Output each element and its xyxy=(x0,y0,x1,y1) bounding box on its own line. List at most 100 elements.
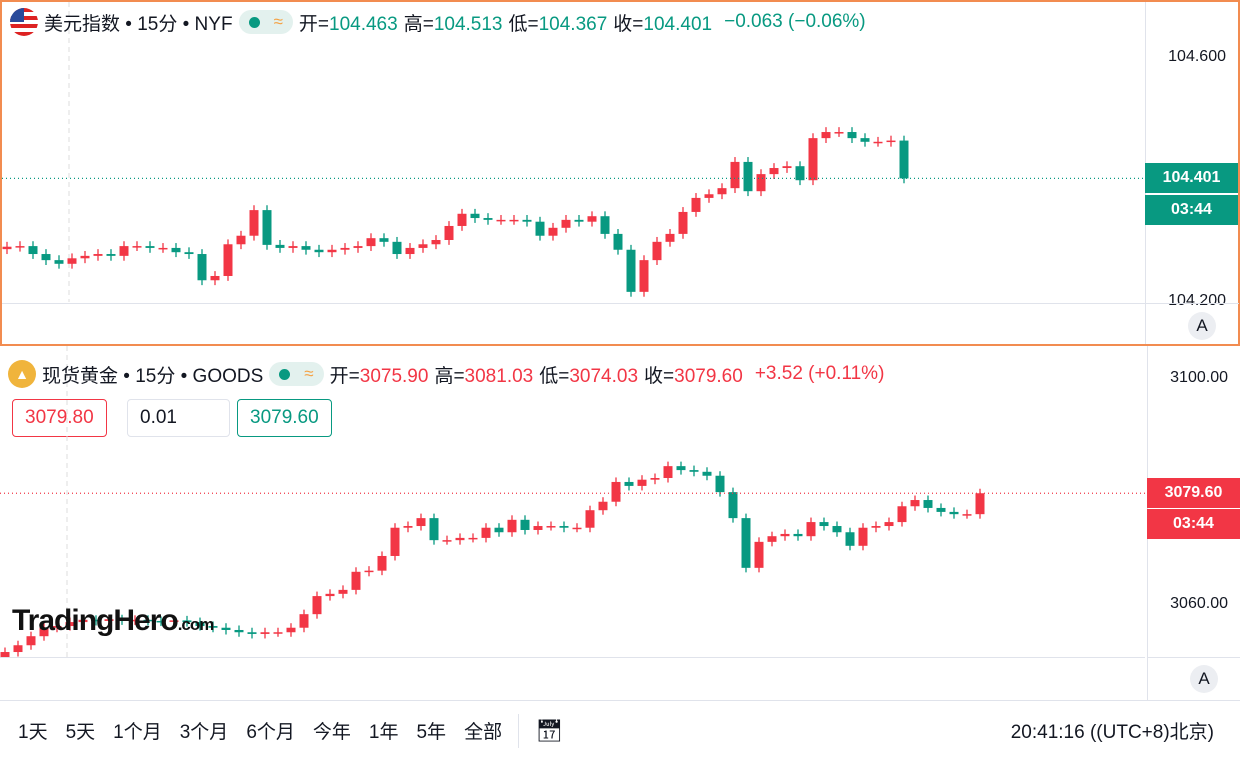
open-label: 开= xyxy=(329,365,360,387)
candle-body xyxy=(132,246,142,248)
candle-body xyxy=(379,238,389,242)
candle-body xyxy=(403,526,413,528)
candle-body xyxy=(886,140,896,143)
market-open-dot-icon xyxy=(248,16,260,28)
candle-body xyxy=(806,522,816,537)
candle-body xyxy=(509,219,519,222)
period-button[interactable]: 今年 xyxy=(312,722,351,743)
candle-body xyxy=(923,500,933,508)
open-label: 开= xyxy=(298,13,330,35)
quantity-input[interactable]: 0.01 xyxy=(127,399,230,437)
candle-body xyxy=(52,626,62,628)
candle-body xyxy=(533,526,543,530)
market-status-pill[interactable]: ≈ xyxy=(269,362,324,386)
dxy-legend: 美元指数 • 15分 • NYF ≈ 开=104.463 高=104.513 低… xyxy=(10,8,866,36)
candle-body xyxy=(286,627,296,633)
period-button[interactable]: 1天 xyxy=(18,722,48,743)
period-button[interactable]: 6个月 xyxy=(246,722,295,743)
candle-body xyxy=(470,213,480,219)
candle-body xyxy=(535,221,545,236)
candle-body xyxy=(871,526,881,528)
period-button[interactable]: 5天 xyxy=(65,722,96,743)
candle-body xyxy=(910,500,920,507)
period-button[interactable]: 1年 xyxy=(368,722,399,743)
wave-icon: ≈ xyxy=(304,364,314,383)
auto-scale-button[interactable]: A xyxy=(1190,665,1218,693)
dxy-candles[interactable] xyxy=(2,2,1147,302)
candle-body xyxy=(457,213,467,226)
axis-tick: 104.600 xyxy=(1168,48,1226,65)
candle-body xyxy=(650,478,660,480)
candle-body xyxy=(767,536,777,542)
candle-body xyxy=(91,619,101,622)
calendar-goto-date-icon[interactable]: 📅︎ xyxy=(535,717,564,743)
auto-scale-button[interactable]: A xyxy=(1188,312,1216,340)
candle-body xyxy=(600,216,610,234)
market-status-pill[interactable]: ≈ xyxy=(238,10,293,34)
candle-body xyxy=(483,218,493,220)
candle-body xyxy=(795,166,805,181)
wave-icon: ≈ xyxy=(273,12,283,31)
candle-body xyxy=(78,619,88,623)
open-value: 104.463 xyxy=(329,13,398,35)
period-button[interactable]: 1个月 xyxy=(113,722,162,743)
price-axis[interactable]: 104.600 104.200 104.401 03:44 A xyxy=(1145,2,1239,344)
candle-body xyxy=(756,174,766,192)
candle-body xyxy=(117,619,127,621)
clock-timezone[interactable]: 20:41:16 ((UTC+8)北京) xyxy=(1010,722,1214,743)
candle-body xyxy=(691,197,701,212)
candle-body xyxy=(975,493,985,515)
gold-chart-panel[interactable]: ▲ 现货黄金 • 15分 • GOODS ≈ 开=3075.90 高=3081.… xyxy=(0,346,1240,700)
candle-body xyxy=(130,619,140,622)
candle-body xyxy=(821,132,831,139)
candle-body xyxy=(585,510,595,528)
period-button[interactable]: 3个月 xyxy=(179,722,229,743)
candle-body xyxy=(559,526,569,528)
candle-body xyxy=(899,140,909,179)
candle-body xyxy=(41,254,51,261)
candle-body xyxy=(702,471,712,476)
period-button[interactable]: 全部 xyxy=(464,722,503,743)
candle-body xyxy=(106,254,116,256)
gold-candles[interactable] xyxy=(0,346,1145,657)
candle-body xyxy=(793,533,803,537)
candle-body xyxy=(429,518,439,541)
candle-body xyxy=(2,246,12,250)
symbol-title[interactable]: 美元指数 • 15分 • NYF xyxy=(44,13,233,35)
candle-body xyxy=(858,527,868,546)
candle-body xyxy=(678,211,688,234)
candle-body xyxy=(780,533,790,537)
candle-body xyxy=(249,210,259,236)
last-price-tag: 3079.60 xyxy=(1147,478,1240,508)
candle-body xyxy=(676,466,686,471)
candle-body xyxy=(819,522,829,527)
axis-tick: 3100.00 xyxy=(1170,369,1228,386)
tradinghero-watermark: TradingHero.com xyxy=(12,604,214,637)
dxy-chart-panel[interactable]: 美元指数 • 15分 • NYF ≈ 开=104.463 高=104.513 低… xyxy=(0,0,1240,346)
candle-body xyxy=(67,258,77,264)
candle-body xyxy=(715,475,725,493)
candle-body xyxy=(275,244,285,248)
close-label: 收= xyxy=(613,13,644,35)
candle-body xyxy=(299,614,309,628)
candle-body xyxy=(247,632,257,634)
candle-body xyxy=(301,246,311,250)
candle-body xyxy=(327,249,337,253)
buy-button[interactable]: 3079.60 xyxy=(237,399,332,437)
candle-body xyxy=(962,514,972,516)
candle-body xyxy=(418,244,428,248)
candle-body xyxy=(26,636,36,646)
divider xyxy=(518,713,520,748)
close-value: 3079.60 xyxy=(674,365,743,387)
price-axis[interactable]: 3100.00 3060.00 3079.60 03:44 A xyxy=(1147,346,1240,700)
sell-button[interactable]: 3079.80 xyxy=(12,399,107,437)
candle-body xyxy=(626,249,636,292)
candle-body xyxy=(507,519,517,533)
candle-body xyxy=(325,593,335,597)
candle-body xyxy=(171,247,181,253)
symbol-title[interactable]: 现货黄金 • 15分 • GOODS xyxy=(42,365,264,387)
candle-body xyxy=(613,233,623,250)
period-button[interactable]: 5年 xyxy=(416,722,447,743)
candle-body xyxy=(639,260,649,292)
candle-body xyxy=(834,132,844,134)
